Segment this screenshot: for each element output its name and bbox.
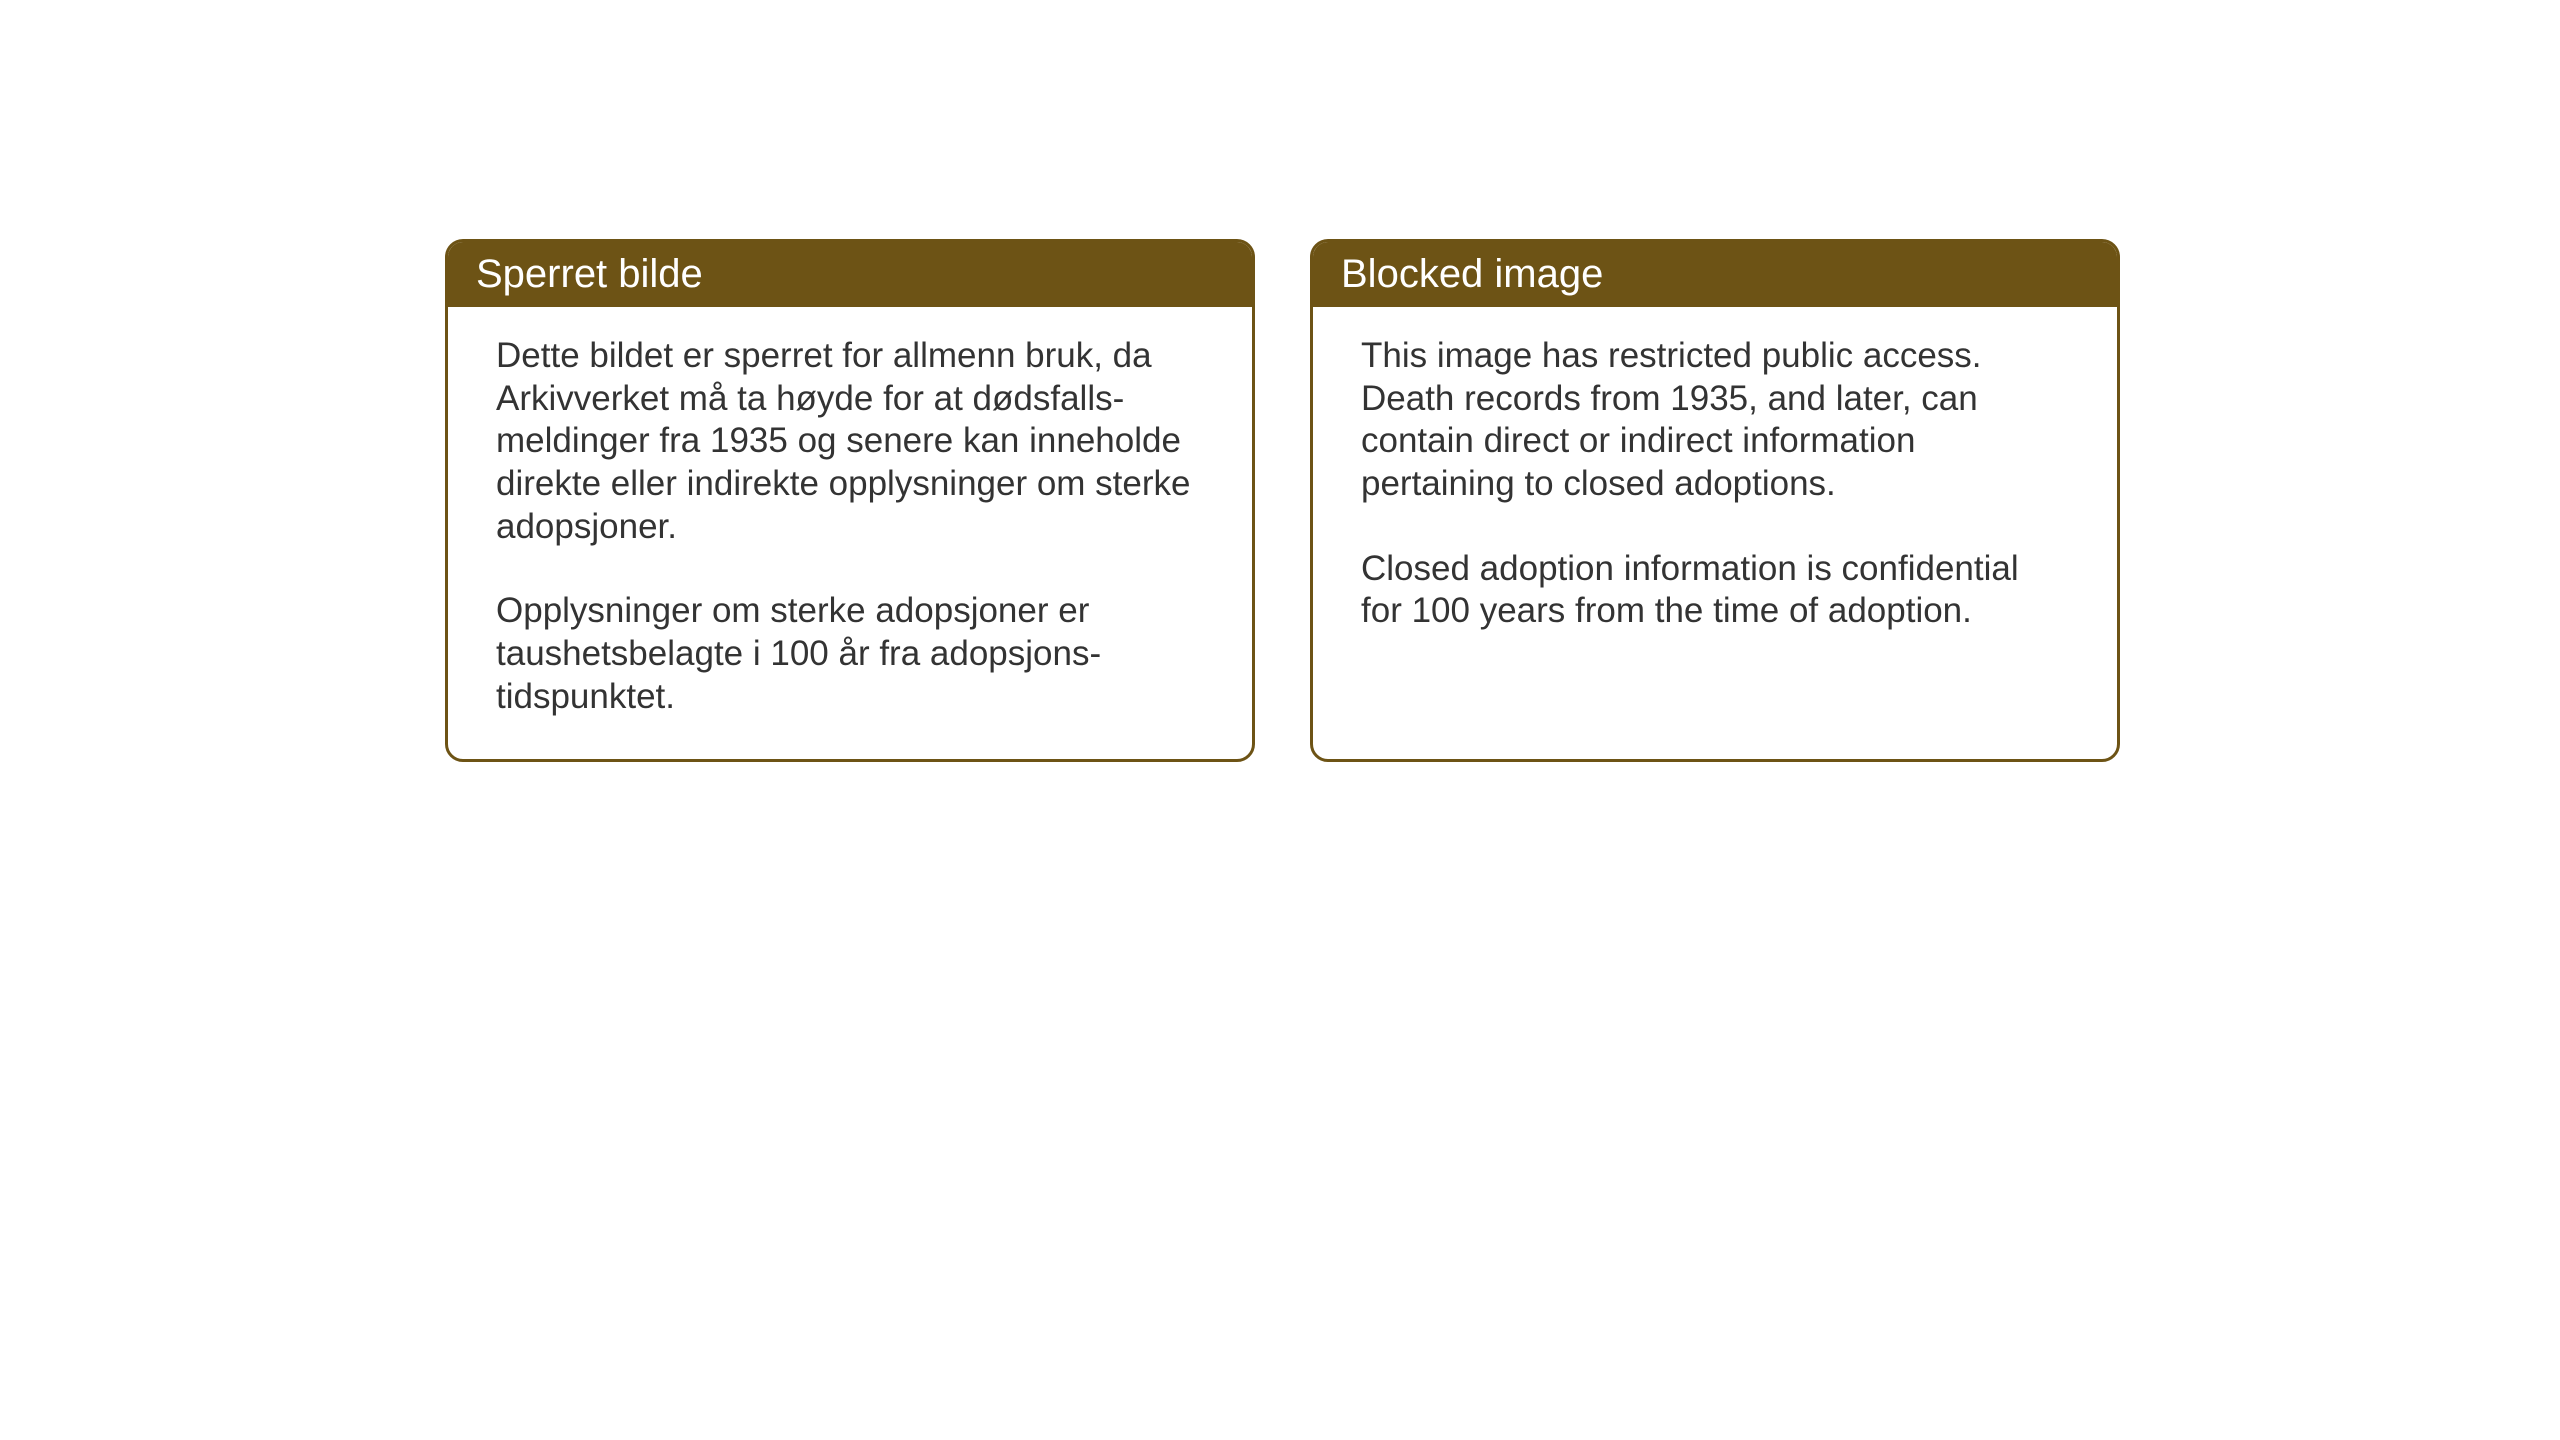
notice-container: Sperret bilde Dette bildet er sperret fo… bbox=[445, 239, 2120, 762]
notice-paragraph-norwegian-1: Dette bildet er sperret for allmenn bruk… bbox=[496, 335, 1204, 548]
notice-card-english: Blocked image This image has restricted … bbox=[1310, 239, 2120, 762]
notice-header-english: Blocked image bbox=[1313, 242, 2117, 307]
notice-paragraph-english-2: Closed adoption information is confident… bbox=[1361, 548, 2069, 633]
notice-body-english: This image has restricted public access.… bbox=[1313, 307, 2117, 673]
notice-paragraph-norwegian-2: Opplysninger om sterke adopsjoner er tau… bbox=[496, 590, 1204, 718]
notice-paragraph-english-1: This image has restricted public access.… bbox=[1361, 335, 2069, 506]
notice-header-norwegian: Sperret bilde bbox=[448, 242, 1252, 307]
notice-title-norwegian: Sperret bilde bbox=[476, 252, 703, 296]
notice-title-english: Blocked image bbox=[1341, 252, 1603, 296]
notice-card-norwegian: Sperret bilde Dette bildet er sperret fo… bbox=[445, 239, 1255, 762]
notice-body-norwegian: Dette bildet er sperret for allmenn bruk… bbox=[448, 307, 1252, 759]
